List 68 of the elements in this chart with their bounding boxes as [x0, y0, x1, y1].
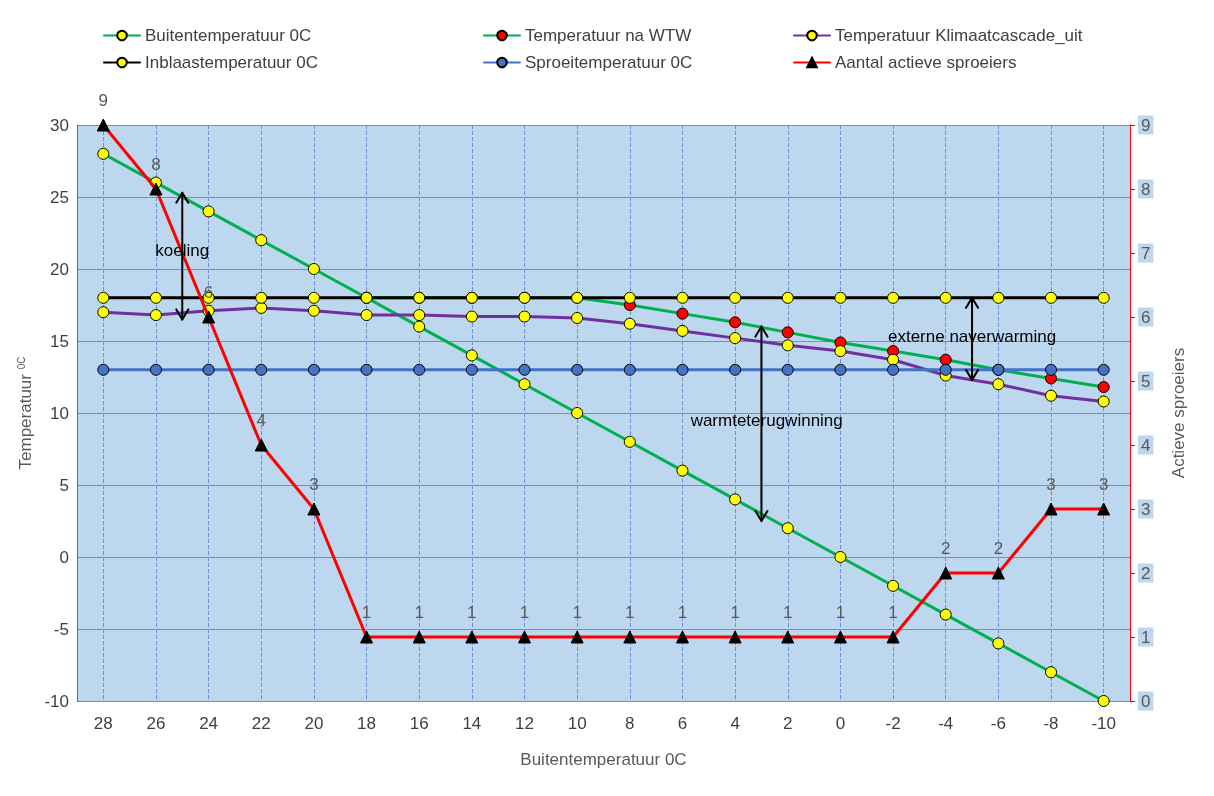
y2-tick-label: 5 — [1141, 371, 1151, 391]
x-tick-label: 8 — [625, 714, 635, 733]
legend-label: Temperatuur Klimaatcascade_uit — [835, 26, 1083, 45]
data-label: 1 — [572, 602, 582, 622]
y2-tick-label: 3 — [1141, 499, 1151, 519]
x-tick-label: 16 — [409, 714, 429, 733]
y2-tick-label: 4 — [1141, 435, 1151, 455]
y2-tick-label: 0 — [1141, 691, 1151, 711]
y-tick-label: 10 — [50, 403, 69, 423]
x-tick-label: -6 — [990, 714, 1006, 733]
x-tick-label: -10 — [1091, 714, 1116, 733]
data-label: 1 — [783, 602, 793, 622]
y-axis-title: Temperatuur 0C — [15, 356, 35, 470]
y2-tick-label: 9 — [1141, 115, 1151, 135]
y2-tick-label: 7 — [1141, 243, 1151, 263]
y-tick-label: 5 — [59, 475, 69, 495]
data-label: 6 — [203, 282, 214, 302]
x-tick-label: 14 — [462, 714, 482, 733]
x-tick-label: 6 — [677, 714, 688, 733]
y2-tick-label: 1 — [1141, 627, 1151, 647]
y-tick-label: 30 — [50, 115, 69, 135]
x-tick-label: -4 — [938, 714, 954, 733]
y-tick-label: 20 — [50, 259, 69, 279]
data-label: 1 — [730, 602, 740, 622]
y-tick-label: -10 — [44, 691, 69, 711]
legend-label: Aantal actieve sproeiers — [835, 53, 1017, 72]
x-tick-label: 10 — [567, 714, 587, 733]
data-label: 1 — [361, 602, 372, 622]
legend-label: Temperatuur na WTW — [525, 26, 692, 45]
x-tick-label: 4 — [730, 714, 740, 733]
legend-label: Buitentemperatuur 0C — [145, 26, 312, 45]
legend-label: Inblaastemperatuur 0C — [145, 53, 318, 72]
data-label: 1 — [888, 602, 898, 622]
data-label: 3 — [1046, 474, 1056, 494]
legend-label: Sproeitemperatuur 0C — [525, 53, 693, 72]
data-label: 1 — [625, 602, 635, 622]
data-label: 4 — [256, 410, 266, 430]
data-label: 3 — [309, 474, 319, 494]
data-label: 1 — [467, 602, 477, 622]
y-tick-label: 25 — [50, 187, 69, 207]
data-label: 8 — [151, 154, 161, 174]
data-label: 9 — [98, 90, 109, 110]
data-label: 1 — [835, 602, 846, 622]
y-tick-label: 0 — [59, 547, 69, 567]
data-label: 2 — [940, 538, 951, 558]
x-tick-label: 28 — [93, 714, 113, 733]
x-tick-label: 24 — [199, 714, 219, 733]
x-tick-label: 20 — [304, 714, 324, 733]
x-tick-label: 12 — [515, 714, 534, 733]
y2-axis-title: Actieve sproeiers — [1169, 347, 1188, 479]
y2-tick-label: 8 — [1141, 179, 1151, 199]
x-tick-label: -8 — [1043, 714, 1059, 733]
data-label: 3 — [1098, 474, 1109, 494]
x-tick-label: 18 — [357, 714, 377, 733]
y2-tick-label: 6 — [1141, 307, 1151, 327]
x-tick-label: -2 — [885, 714, 901, 733]
y2-tick-label: 2 — [1141, 563, 1151, 583]
x-tick-label: 22 — [251, 714, 271, 733]
y-tick-label: -5 — [53, 619, 69, 639]
data-label: 1 — [519, 602, 530, 622]
x-tick-label: 26 — [146, 714, 166, 733]
y-tick-label: 15 — [50, 331, 69, 351]
data-label: 1 — [414, 602, 424, 622]
data-label: 1 — [677, 602, 688, 622]
x-tick-label: 2 — [783, 714, 793, 733]
x-tick-label: 0 — [835, 714, 846, 733]
x-axis-title: Buitentemperatuur 0C — [520, 750, 687, 769]
data-label: 2 — [993, 538, 1004, 558]
